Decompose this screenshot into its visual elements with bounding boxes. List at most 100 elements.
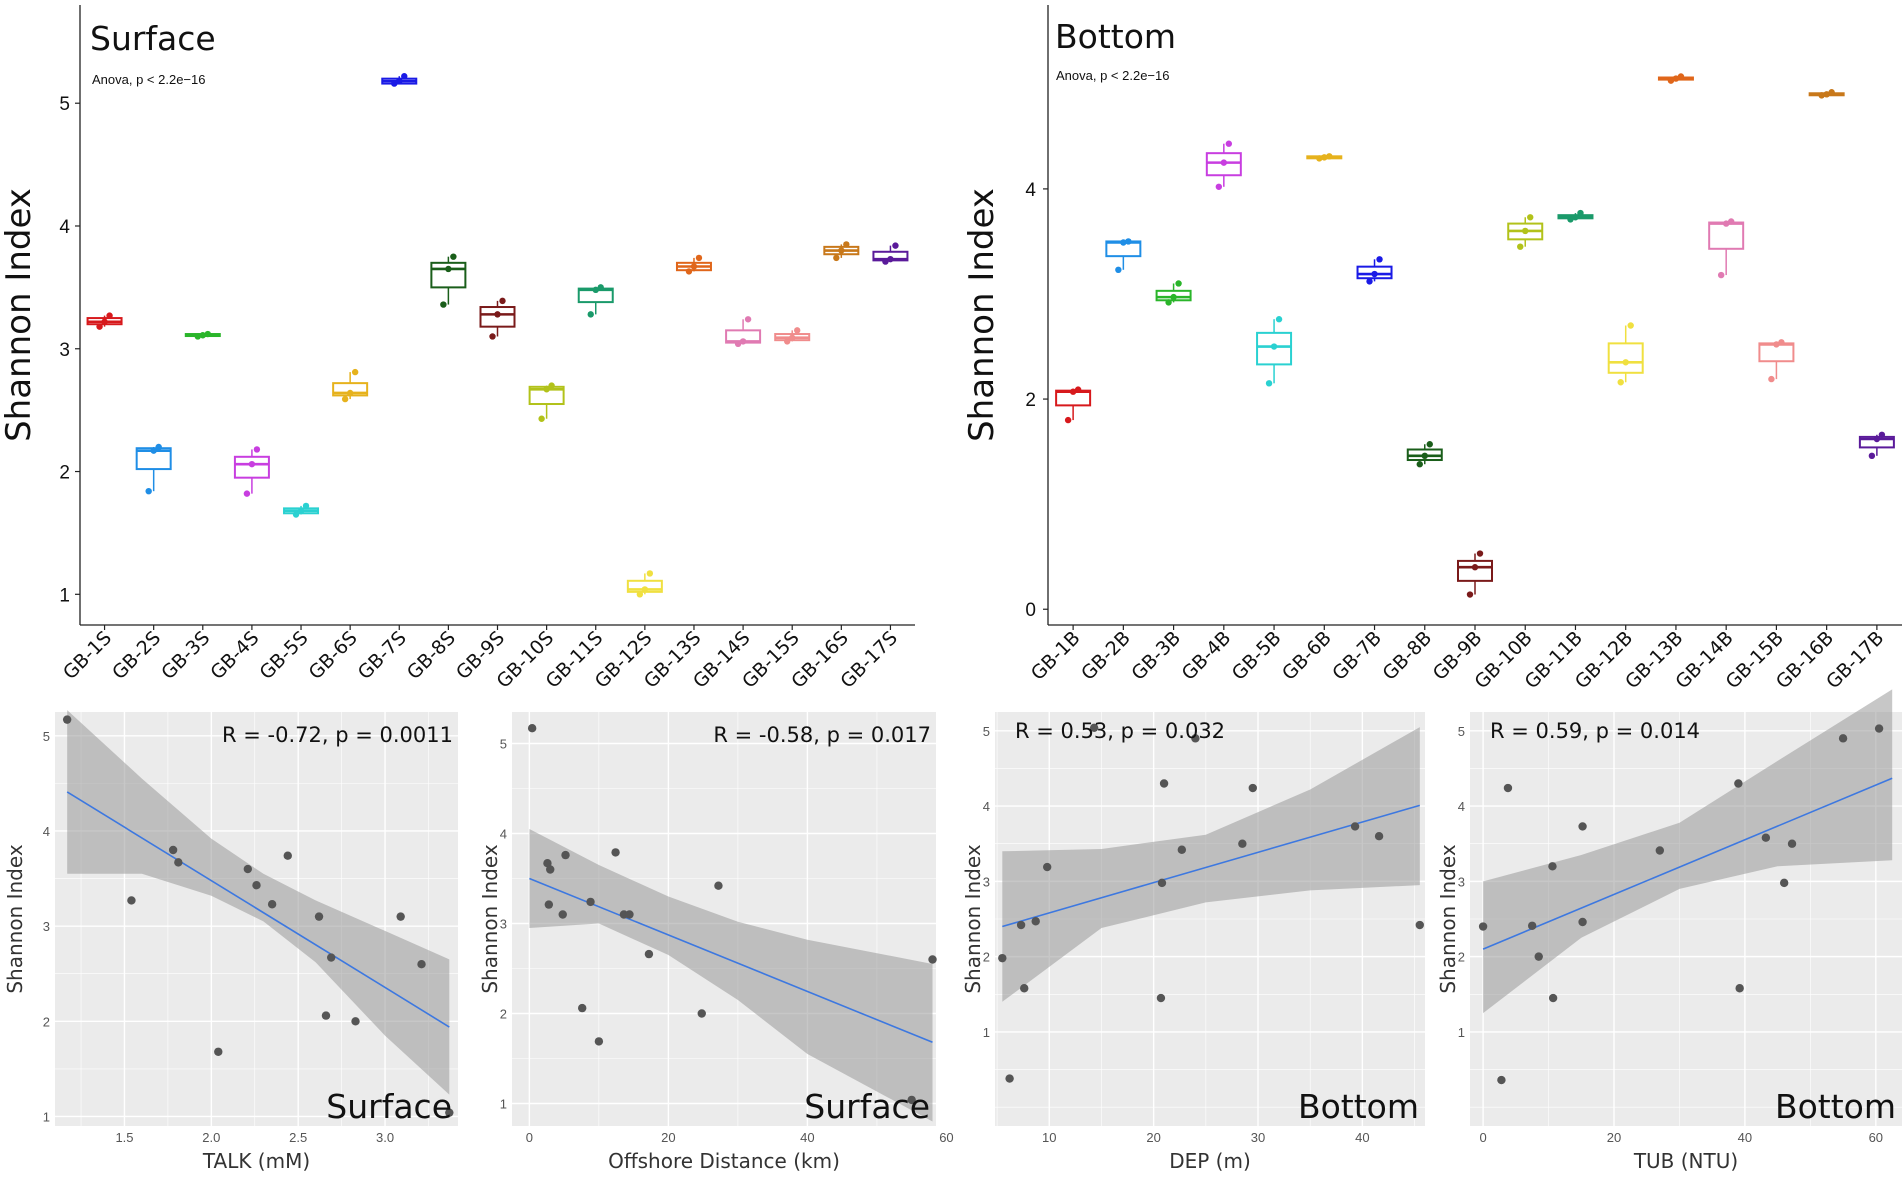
data-point bbox=[1768, 375, 1775, 383]
box-GB-8S bbox=[430, 253, 467, 308]
y-axis-label: Shannon Index bbox=[0, 188, 39, 442]
data-point bbox=[1125, 238, 1132, 245]
box-GB-5S bbox=[283, 502, 320, 518]
x-tick-label: 2.0 bbox=[202, 1130, 220, 1145]
box-iqr bbox=[1457, 559, 1493, 582]
box-GB-4S bbox=[233, 446, 270, 497]
box-GB-10S bbox=[528, 382, 565, 422]
data-point bbox=[1873, 435, 1881, 443]
data-point bbox=[744, 316, 752, 323]
data-point bbox=[1426, 441, 1433, 448]
data-point bbox=[1779, 878, 1789, 888]
data-point bbox=[1031, 917, 1040, 926]
data-point bbox=[543, 386, 550, 393]
data-point bbox=[1735, 984, 1744, 993]
data-point bbox=[1265, 380, 1273, 387]
data-point bbox=[253, 446, 261, 453]
data-point bbox=[1371, 270, 1378, 278]
y-tick-label: 4 bbox=[59, 217, 70, 238]
data-point bbox=[1175, 280, 1182, 287]
scatter-panel-talk: 1.5 2.0 2.5 3.0 1 2 3 4 5 TALK (mM) Shannon Index R… bbox=[3, 710, 458, 1173]
y-tick-label: 0 bbox=[1025, 600, 1036, 621]
data-point bbox=[838, 247, 845, 254]
x-tick-label: 3.0 bbox=[376, 1130, 394, 1145]
box-GB-11S bbox=[577, 284, 614, 318]
data-point bbox=[1578, 822, 1587, 831]
data-point bbox=[690, 263, 698, 270]
data-point bbox=[1225, 140, 1233, 147]
x-tick-label: 40 bbox=[800, 1130, 814, 1145]
data-point bbox=[594, 1037, 604, 1046]
data-point bbox=[314, 912, 324, 921]
data-point bbox=[784, 338, 791, 345]
x-category-label: GB-4S bbox=[206, 627, 263, 684]
y-tick-label: 2 bbox=[500, 1007, 507, 1022]
data-point bbox=[1415, 920, 1424, 930]
data-point bbox=[998, 953, 1007, 963]
box-GB-1B bbox=[1055, 386, 1092, 424]
data-point bbox=[494, 311, 501, 318]
data-point bbox=[1020, 984, 1029, 993]
data-point bbox=[396, 77, 403, 85]
data-point bbox=[106, 312, 113, 319]
data-point bbox=[440, 301, 447, 308]
anova-annotation: Anova, p < 2.2e−16 bbox=[1056, 68, 1169, 83]
data-point bbox=[1120, 239, 1127, 246]
data-point bbox=[1823, 91, 1830, 98]
data-point bbox=[543, 859, 552, 868]
box-iqr bbox=[1607, 342, 1644, 374]
box-GB-15B bbox=[1758, 339, 1795, 383]
data-point bbox=[243, 864, 253, 874]
data-point bbox=[499, 297, 506, 305]
data-point bbox=[561, 850, 570, 860]
data-point bbox=[1497, 1075, 1506, 1085]
box-GB-7B bbox=[1356, 256, 1393, 285]
box-GB-3B bbox=[1155, 280, 1192, 306]
y-tick-label: 5 bbox=[59, 94, 70, 115]
y-tick-label: 5 bbox=[43, 729, 50, 744]
data-point bbox=[641, 586, 649, 593]
data-point bbox=[127, 896, 136, 905]
data-point bbox=[62, 715, 72, 724]
y-tick-label: 2 bbox=[983, 950, 990, 965]
data-point bbox=[1191, 734, 1200, 743]
box-GB-6S bbox=[332, 368, 369, 403]
boxplot-panel-surface_box: 1 2 3 4 5 Surface Anova, p < 2.2e−16 Shannon In… bbox=[0, 5, 915, 693]
data-point bbox=[697, 1009, 706, 1018]
x-category-label: GB-7B bbox=[1328, 627, 1386, 685]
data-point bbox=[887, 255, 894, 263]
data-point bbox=[1722, 220, 1730, 227]
y-tick-label: 5 bbox=[1458, 724, 1465, 739]
data-point bbox=[1157, 878, 1167, 888]
data-point bbox=[351, 368, 359, 376]
data-point bbox=[346, 389, 354, 397]
data-point bbox=[96, 323, 103, 330]
data-point bbox=[1761, 833, 1771, 842]
data-point bbox=[1238, 839, 1247, 848]
x-axis-label: TUB (NTU) bbox=[1633, 1149, 1738, 1173]
data-point bbox=[1165, 299, 1172, 306]
correlation-stat: R = 0.53, p = 0.032 bbox=[1015, 719, 1225, 743]
box-GB-13B bbox=[1657, 73, 1694, 84]
box-GB-2S bbox=[135, 443, 172, 495]
data-point bbox=[1655, 846, 1665, 855]
x-category-label: GB-2S bbox=[108, 627, 165, 684]
y-tick-label: 1 bbox=[1458, 1025, 1465, 1040]
group-label: Bottom bbox=[1775, 1087, 1896, 1126]
y-axis-label: Shannon Index bbox=[478, 844, 502, 993]
correlation-stat: R = -0.58, p = 0.017 bbox=[713, 723, 931, 747]
data-point bbox=[1778, 339, 1785, 346]
scatter-panel-dep: 10 20 30 40 1 2 3 4 5 DEP (m) Shannon Index R = 0.5… bbox=[961, 712, 1425, 1173]
regression-line bbox=[529, 877, 933, 1044]
data-point bbox=[928, 955, 937, 964]
box-GB-12S bbox=[626, 570, 663, 598]
data-point bbox=[1717, 271, 1725, 279]
data-point bbox=[1074, 386, 1082, 393]
box-GB-7S bbox=[381, 73, 418, 87]
group-label: Surface bbox=[804, 1087, 930, 1126]
x-category-label: GB-6S bbox=[305, 627, 362, 684]
y-tick-label: 4 bbox=[983, 799, 990, 814]
data-point bbox=[646, 570, 654, 577]
data-point bbox=[1005, 1074, 1014, 1083]
